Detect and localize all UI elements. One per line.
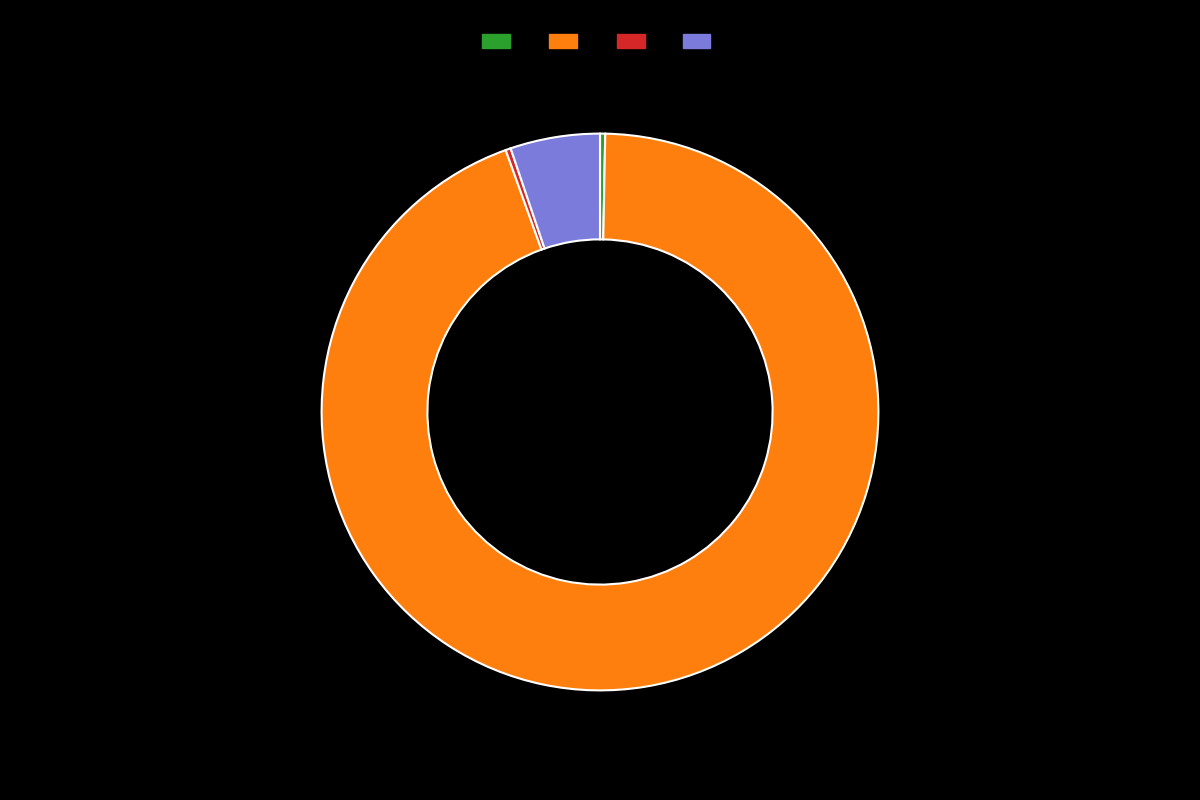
Legend: Green, Orange, Red, Blue: Green, Orange, Red, Blue <box>478 30 722 53</box>
Wedge shape <box>600 134 605 239</box>
Wedge shape <box>322 134 878 690</box>
Wedge shape <box>511 134 600 249</box>
Wedge shape <box>505 148 545 250</box>
